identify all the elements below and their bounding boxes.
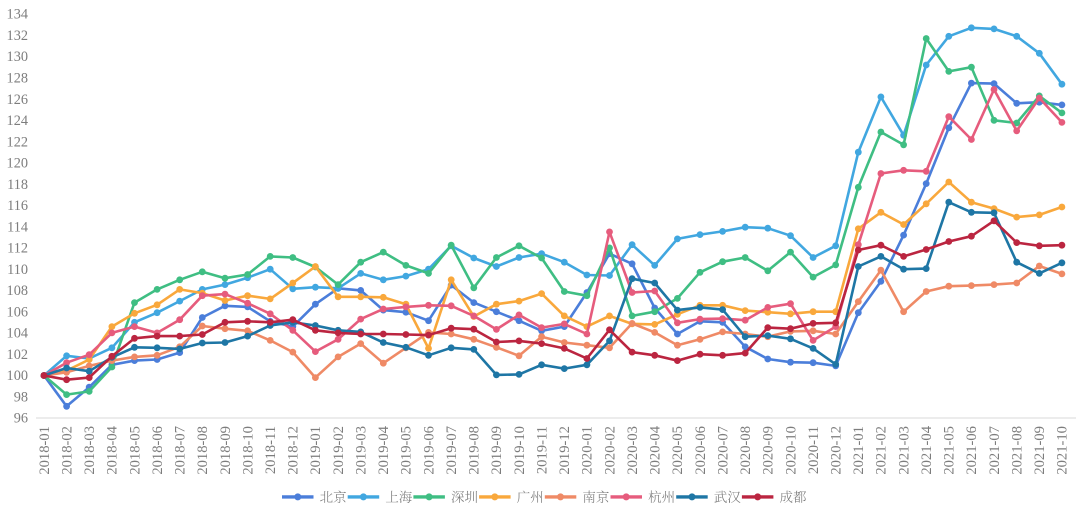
svg-text:2020-09: 2020-09 [761, 426, 777, 475]
svg-text:128: 128 [7, 71, 28, 87]
svg-text:2021-01: 2021-01 [851, 426, 867, 475]
svg-text:114: 114 [7, 219, 28, 235]
svg-text:100: 100 [7, 368, 28, 384]
svg-text:2019-04: 2019-04 [376, 425, 392, 474]
svg-text:2018-05: 2018-05 [127, 426, 143, 475]
svg-text:2019-02: 2019-02 [331, 426, 347, 475]
svg-text:2018-09: 2018-09 [218, 426, 234, 475]
svg-text:2018-03: 2018-03 [82, 426, 98, 475]
svg-text:2019-11: 2019-11 [534, 426, 550, 474]
svg-text:2019-12: 2019-12 [557, 426, 573, 475]
svg-text:2018-02: 2018-02 [59, 426, 75, 475]
svg-text:108: 108 [7, 283, 28, 299]
svg-text:2018-04: 2018-04 [105, 425, 121, 474]
svg-text:2020-03: 2020-03 [625, 426, 641, 475]
svg-text:2021-08: 2021-08 [1010, 426, 1026, 475]
svg-text:2019-06: 2019-06 [421, 426, 437, 475]
svg-text:2020-06: 2020-06 [693, 426, 709, 475]
svg-text:2020-04: 2020-04 [648, 425, 664, 474]
svg-text:2018-08: 2018-08 [195, 426, 211, 475]
svg-text:2021-02: 2021-02 [874, 426, 890, 475]
svg-text:2018-10: 2018-10 [240, 426, 256, 475]
svg-text:2018-07: 2018-07 [173, 426, 189, 475]
svg-text:98: 98 [14, 389, 28, 405]
svg-text:2020-07: 2020-07 [715, 426, 731, 475]
svg-text:112: 112 [7, 241, 28, 257]
svg-text:124: 124 [7, 113, 28, 129]
svg-text:130: 130 [7, 49, 28, 65]
svg-text:2020-05: 2020-05 [670, 426, 686, 475]
svg-text:2020-02: 2020-02 [602, 426, 618, 475]
svg-text:2019-08: 2019-08 [467, 426, 483, 475]
svg-text:2019-01: 2019-01 [308, 426, 324, 475]
svg-text:2020-08: 2020-08 [738, 426, 754, 475]
svg-text:2018-01: 2018-01 [37, 426, 53, 475]
svg-text:2019-09: 2019-09 [489, 426, 505, 475]
svg-text:2019-07: 2019-07 [444, 426, 460, 475]
svg-text:2020-11: 2020-11 [806, 426, 822, 474]
svg-text:2020-12: 2020-12 [829, 426, 845, 475]
svg-text:2021-09: 2021-09 [1032, 426, 1048, 475]
svg-text:2021-07: 2021-07 [987, 426, 1003, 475]
svg-text:120: 120 [7, 156, 28, 172]
svg-text:2019-03: 2019-03 [354, 426, 370, 475]
svg-text:2021-05: 2021-05 [942, 426, 958, 475]
svg-text:118: 118 [7, 177, 28, 193]
svg-text:2019-10: 2019-10 [512, 426, 528, 475]
svg-text:102: 102 [7, 347, 28, 363]
svg-text:2021-03: 2021-03 [896, 426, 912, 475]
svg-text:2019-05: 2019-05 [399, 426, 415, 475]
svg-text:96: 96 [14, 411, 28, 427]
svg-text:106: 106 [7, 304, 28, 320]
svg-text:2018-06: 2018-06 [150, 426, 166, 475]
svg-text:2020-10: 2020-10 [783, 426, 799, 475]
svg-text:2020-01: 2020-01 [580, 426, 596, 475]
svg-text:122: 122 [7, 134, 28, 150]
svg-text:134: 134 [7, 7, 28, 23]
svg-text:2021-06: 2021-06 [964, 426, 980, 475]
svg-text:110: 110 [7, 262, 28, 278]
svg-text:2018-11: 2018-11 [263, 426, 279, 474]
svg-text:126: 126 [7, 92, 28, 108]
svg-text:116: 116 [7, 198, 28, 214]
svg-text:2018-12: 2018-12 [286, 426, 302, 475]
svg-text:104: 104 [7, 326, 28, 342]
svg-text:2021-04: 2021-04 [919, 425, 935, 474]
svg-text:132: 132 [7, 28, 28, 44]
svg-text:2021-10: 2021-10 [1055, 426, 1071, 475]
